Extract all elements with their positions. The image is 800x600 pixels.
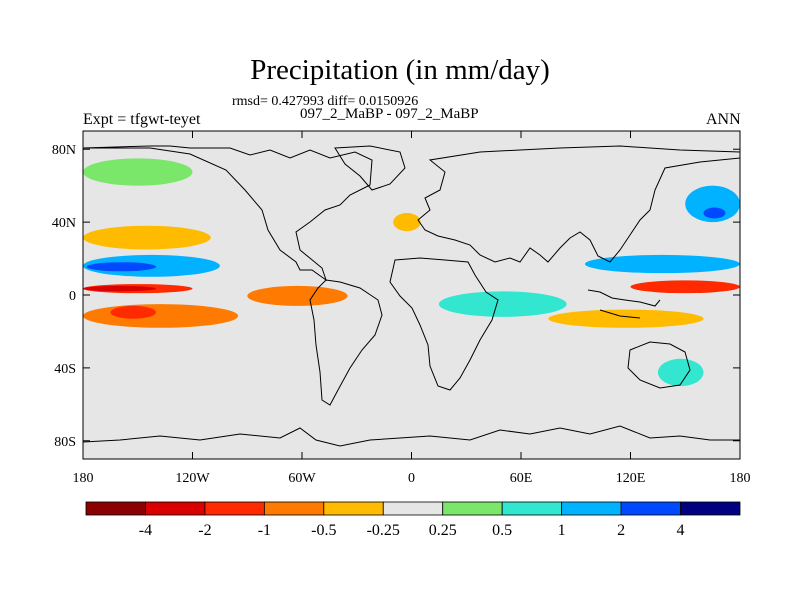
anomaly-amazon-atlantic-dry — [247, 285, 348, 306]
anomaly-arctic-wet — [83, 158, 193, 186]
anomaly-east-asia-wet — [685, 185, 740, 223]
colorbar-swatch — [501, 501, 563, 516]
colorbar-label: -0.5 — [311, 522, 336, 539]
anomaly-equatorial-central-pacific-dry-core — [83, 285, 156, 292]
y-tick-label: 0 — [69, 289, 76, 304]
x-tick-label: 120W — [175, 471, 210, 486]
anomaly-east-pacific-north-wet — [584, 254, 740, 274]
colorbar-label: -2 — [198, 522, 211, 539]
case-label: 097_2_MaBP - 097_2_MaBP — [300, 106, 479, 122]
anomaly-west-pacific-north-wet-core — [86, 262, 156, 272]
chart-title: Precipitation (in mm/day) — [250, 54, 550, 86]
axes: 180 120W 60W 0 60E 120E 180 80N 40N 0 40S 80S — [52, 131, 751, 486]
coastline-greenland — [334, 145, 406, 191]
anomaly-indian-ocean-dry — [548, 309, 704, 328]
colorbar: -4 -2 -1 -0.5 -0.25 0.25 0.5 1 2 4 — [85, 501, 741, 539]
colorbar-label: -4 — [139, 522, 152, 539]
y-tick-label: 40N — [52, 216, 76, 231]
colorbar-swatch — [204, 501, 265, 516]
colorbar-swatch — [145, 501, 206, 516]
colorbar-label: 1 — [558, 522, 566, 539]
x-tick-label: 120E — [616, 471, 646, 486]
anomaly-equatorial-east-pacific-dry — [630, 280, 740, 294]
anomaly-north-pacific-dry — [83, 225, 211, 250]
anomaly-north-atlantic-dry — [393, 213, 421, 232]
y-tick-label: 80N — [52, 143, 76, 158]
colorbar-swatch — [680, 501, 741, 516]
plot-background — [83, 131, 740, 459]
coastline-north-america — [83, 145, 373, 282]
colorbar-swatch — [620, 501, 681, 516]
coastline-indonesia — [587, 289, 661, 319]
x-tick-label: 180 — [73, 471, 94, 486]
x-tick-label: 60E — [510, 471, 533, 486]
stats-text: rmsd= 0.427993 diff= 0.0150926 — [232, 94, 419, 109]
coastline-africa — [389, 257, 499, 391]
right-label: ANN — [706, 111, 741, 128]
colorbar-swatch — [561, 501, 622, 516]
colorbar-swatch — [85, 501, 146, 516]
coastline-eurasia — [417, 145, 740, 263]
y-tick-label: 80S — [54, 435, 76, 450]
anomaly-southern-ocean-wet — [657, 358, 704, 387]
anomaly-east-asia-wet-core — [703, 207, 726, 219]
colorbar-swatch — [442, 501, 503, 516]
x-tick-label: 60W — [288, 471, 316, 486]
colorbar-swatch — [263, 501, 325, 516]
x-tick-label: 180 — [730, 471, 751, 486]
coastline-south-america — [309, 279, 383, 406]
colorbar-swatch — [323, 501, 384, 516]
y-tick-label: 40S — [54, 362, 76, 377]
colorbar-label: -1 — [258, 522, 271, 539]
anomaly-south-pacific-dry-core — [110, 305, 156, 319]
colorbar-label: -0.25 — [367, 522, 400, 539]
colorbar-swatch — [382, 501, 444, 516]
colorbar-label: 4 — [677, 522, 685, 539]
coastline-australia — [627, 341, 691, 389]
colorbar-label: 0.5 — [492, 522, 512, 539]
anomaly-indian-ocean-wet — [438, 291, 567, 317]
colorbar-label: 2 — [617, 522, 625, 539]
x-tick-label: 0 — [408, 471, 415, 486]
coastline-antarctica — [83, 425, 740, 447]
coastlines — [83, 145, 740, 447]
colorbar-label: 0.25 — [429, 522, 457, 539]
anomaly-south-pacific-dry — [83, 304, 239, 328]
left-label: Expt = tfgwt-teyet — [83, 111, 201, 128]
anomaly-layer — [83, 158, 740, 387]
